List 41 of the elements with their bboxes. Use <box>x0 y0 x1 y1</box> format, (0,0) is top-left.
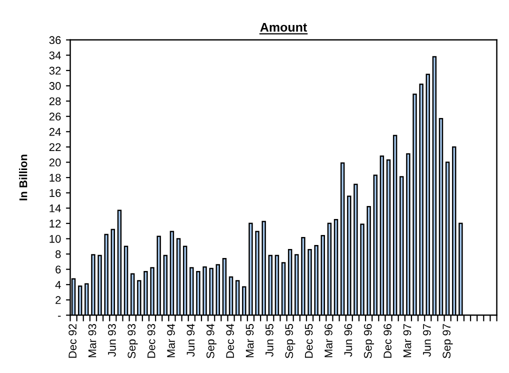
x-tick-label: Jun 93 <box>108 324 116 357</box>
y-tick-label: 18 <box>50 174 61 182</box>
y-tick-label: 10 <box>50 234 61 243</box>
y-tick-label: 34 <box>49 51 61 60</box>
x-tick-label: Sep 93 <box>128 324 138 358</box>
y-tick-label: 26 <box>49 112 61 121</box>
x-tick-label: Dec 94 <box>226 324 234 358</box>
x-tick-label: Mar 96 <box>324 324 332 358</box>
chart-title: Amount <box>260 22 307 32</box>
x-tick-label: Dec 93 <box>147 324 156 358</box>
x-tick-label: Dec 92 <box>68 324 77 358</box>
x-tick-label: Dec 96 <box>384 324 392 358</box>
x-tick-label: Jun 94 <box>186 324 195 357</box>
y-tick-label: 12 <box>50 220 61 228</box>
y-tick-label: 22 <box>49 143 61 151</box>
y-tick-label: 30 <box>49 82 61 90</box>
x-tick-label: Mar 97 <box>403 324 412 358</box>
x-tick-label: Sep 94 <box>206 324 217 358</box>
y-tick-label: 28 <box>49 97 61 106</box>
y-tick-label: 24 <box>49 128 61 136</box>
y-tick-label: 2 <box>56 296 61 304</box>
x-tick-label: Dec 95 <box>304 324 313 358</box>
y-tick-label: 36 <box>49 36 61 44</box>
x-tick-label: Sep 95 <box>285 324 296 358</box>
x-tick-label: Mar 95 <box>246 324 254 358</box>
y-tick-label: 20 <box>49 158 61 166</box>
y-tick-label: 16 <box>50 189 61 197</box>
x-tick-label: Sep 97 <box>442 324 453 358</box>
y-tick-label: 14 <box>50 204 61 212</box>
x-tick-label: Sep 96 <box>364 324 374 358</box>
x-tick-label: Mar 94 <box>167 324 175 358</box>
x-tick-label: Mar 93 <box>88 324 96 358</box>
y-tick-label: 4 <box>55 280 61 289</box>
y-tick-label: 32 <box>49 66 61 75</box>
y-tick-label: 8 <box>56 250 61 258</box>
y-tick-label: 6 <box>56 266 61 274</box>
x-tick-label: Jun 95 <box>266 324 274 357</box>
x-tick-label: Jun 97 <box>422 324 431 357</box>
y-tick-label: - <box>58 316 61 317</box>
y-axis-title: In Billion <box>19 154 28 200</box>
x-tick-label: Jun 96 <box>344 324 352 357</box>
